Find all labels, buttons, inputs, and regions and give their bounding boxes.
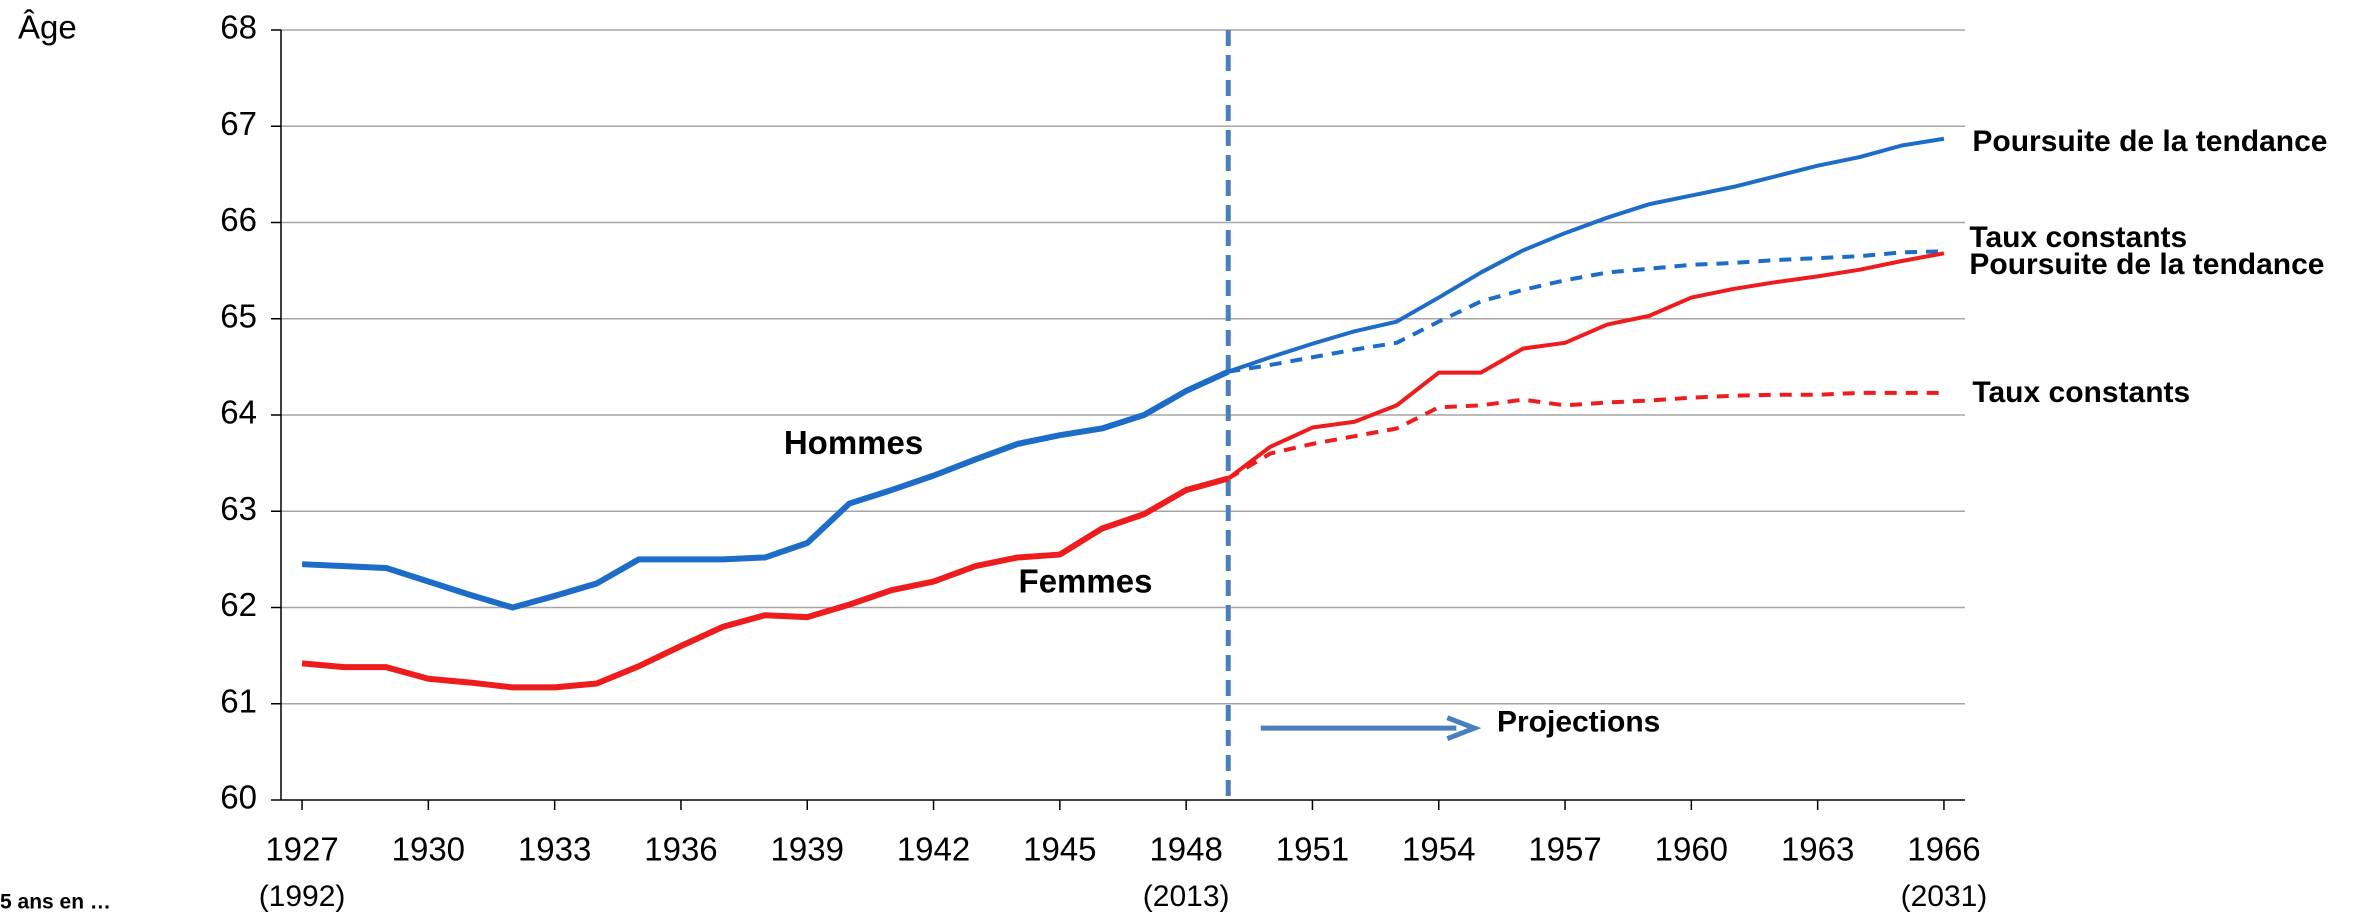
x-tick-label: 1927 — [265, 831, 338, 868]
x-tick-label: 1930 — [392, 831, 465, 868]
y-tick-label: 68 — [220, 9, 257, 46]
y-tick-label: 64 — [220, 394, 257, 431]
y-tick-label: 62 — [220, 586, 257, 623]
x-sublabel: (1992) — [259, 880, 346, 913]
y-tick-label: 65 — [220, 297, 257, 334]
series-line — [301, 368, 1230, 611]
y-tick-label: 61 — [220, 682, 257, 719]
x-tick-label: 1957 — [1528, 831, 1601, 868]
y-tick-label: 60 — [220, 779, 257, 816]
series-line — [1227, 251, 1945, 481]
projection-arrowhead — [1446, 715, 1482, 742]
x-tick-label: 1939 — [771, 831, 844, 868]
series-line — [1227, 136, 1945, 374]
x-tick-label: 1942 — [897, 831, 970, 868]
series-line — [1227, 249, 1944, 374]
x-tick-label: 1960 — [1655, 831, 1728, 868]
x-tick-label: 1945 — [1023, 831, 1096, 868]
series-label: Poursuite de la tendance — [1972, 125, 2327, 158]
y-tick-label: 63 — [220, 490, 257, 527]
series-line — [301, 475, 1230, 691]
series-label: Taux constants — [1972, 376, 2190, 409]
x-tick-label: 1966 — [1907, 831, 1980, 868]
x-sublabel: (2031) — [1901, 880, 1988, 913]
footer: 5 ans en … — [0, 891, 111, 914]
series-line — [1227, 390, 1944, 481]
x-tick-label: 1954 — [1402, 831, 1475, 868]
y-axis-label: Âge — [18, 9, 77, 46]
y-tick-label: 67 — [220, 105, 257, 142]
series-label: Taux constants — [1969, 221, 2187, 254]
series-label: Poursuite de la tendance — [1969, 248, 2324, 281]
x-tick-label: 1963 — [1781, 831, 1854, 868]
x-sublabel: (2013) — [1143, 880, 1230, 913]
series-label: Hommes — [784, 424, 923, 461]
x-tick-label: 1951 — [1276, 831, 1349, 868]
projection-label: Projections — [1497, 706, 1660, 739]
series-label: Femmes — [1019, 562, 1153, 599]
y-tick-label: 66 — [220, 201, 257, 238]
x-tick-label: 1948 — [1149, 831, 1222, 868]
x-tick-label: 1933 — [518, 831, 591, 868]
x-tick-label: 1936 — [644, 831, 717, 868]
